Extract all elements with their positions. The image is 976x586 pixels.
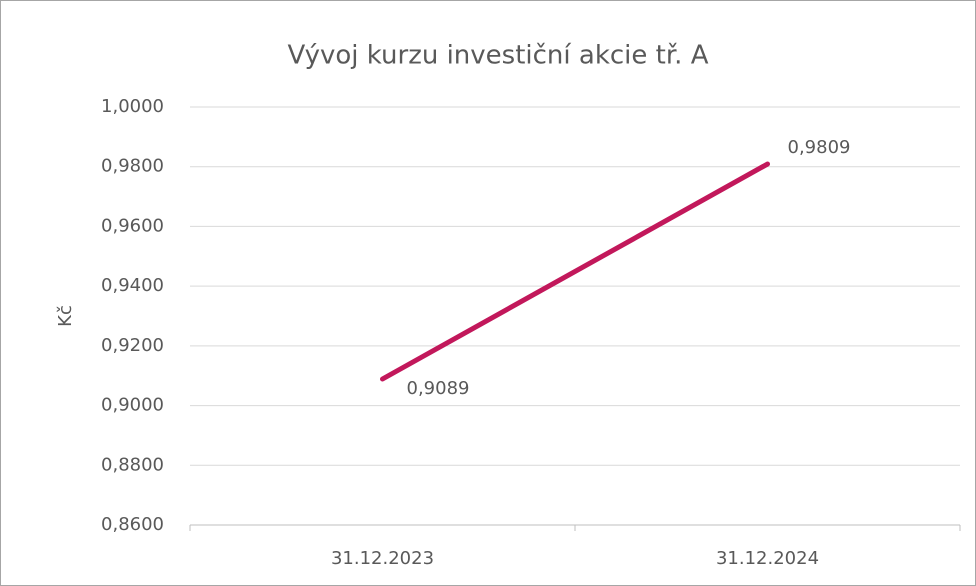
line: [380, 161, 770, 382]
y-tick-label: 0,9600: [101, 215, 164, 236]
x-tick-label: 31.12.2023: [331, 548, 434, 569]
y-tick-label: 0,9400: [101, 275, 164, 296]
chart-title: Vývoj kurzu investiční akcie tř. A: [288, 41, 709, 71]
y-tick-label: 0,8800: [101, 454, 164, 475]
y-tick-label: 0,9200: [101, 335, 164, 356]
y-tick-label: 0,9800: [101, 156, 164, 177]
y-tick-label: 0,9000: [101, 395, 164, 416]
data-label: 0,9089: [407, 378, 470, 399]
y-tick-label: 1,0000: [101, 96, 164, 117]
y-tick-label: 0,8600: [101, 514, 164, 535]
data-label: 0,9809: [788, 137, 851, 158]
x-tick-label: 31.12.2024: [716, 548, 819, 569]
y-axis-label: Kč: [55, 305, 76, 327]
